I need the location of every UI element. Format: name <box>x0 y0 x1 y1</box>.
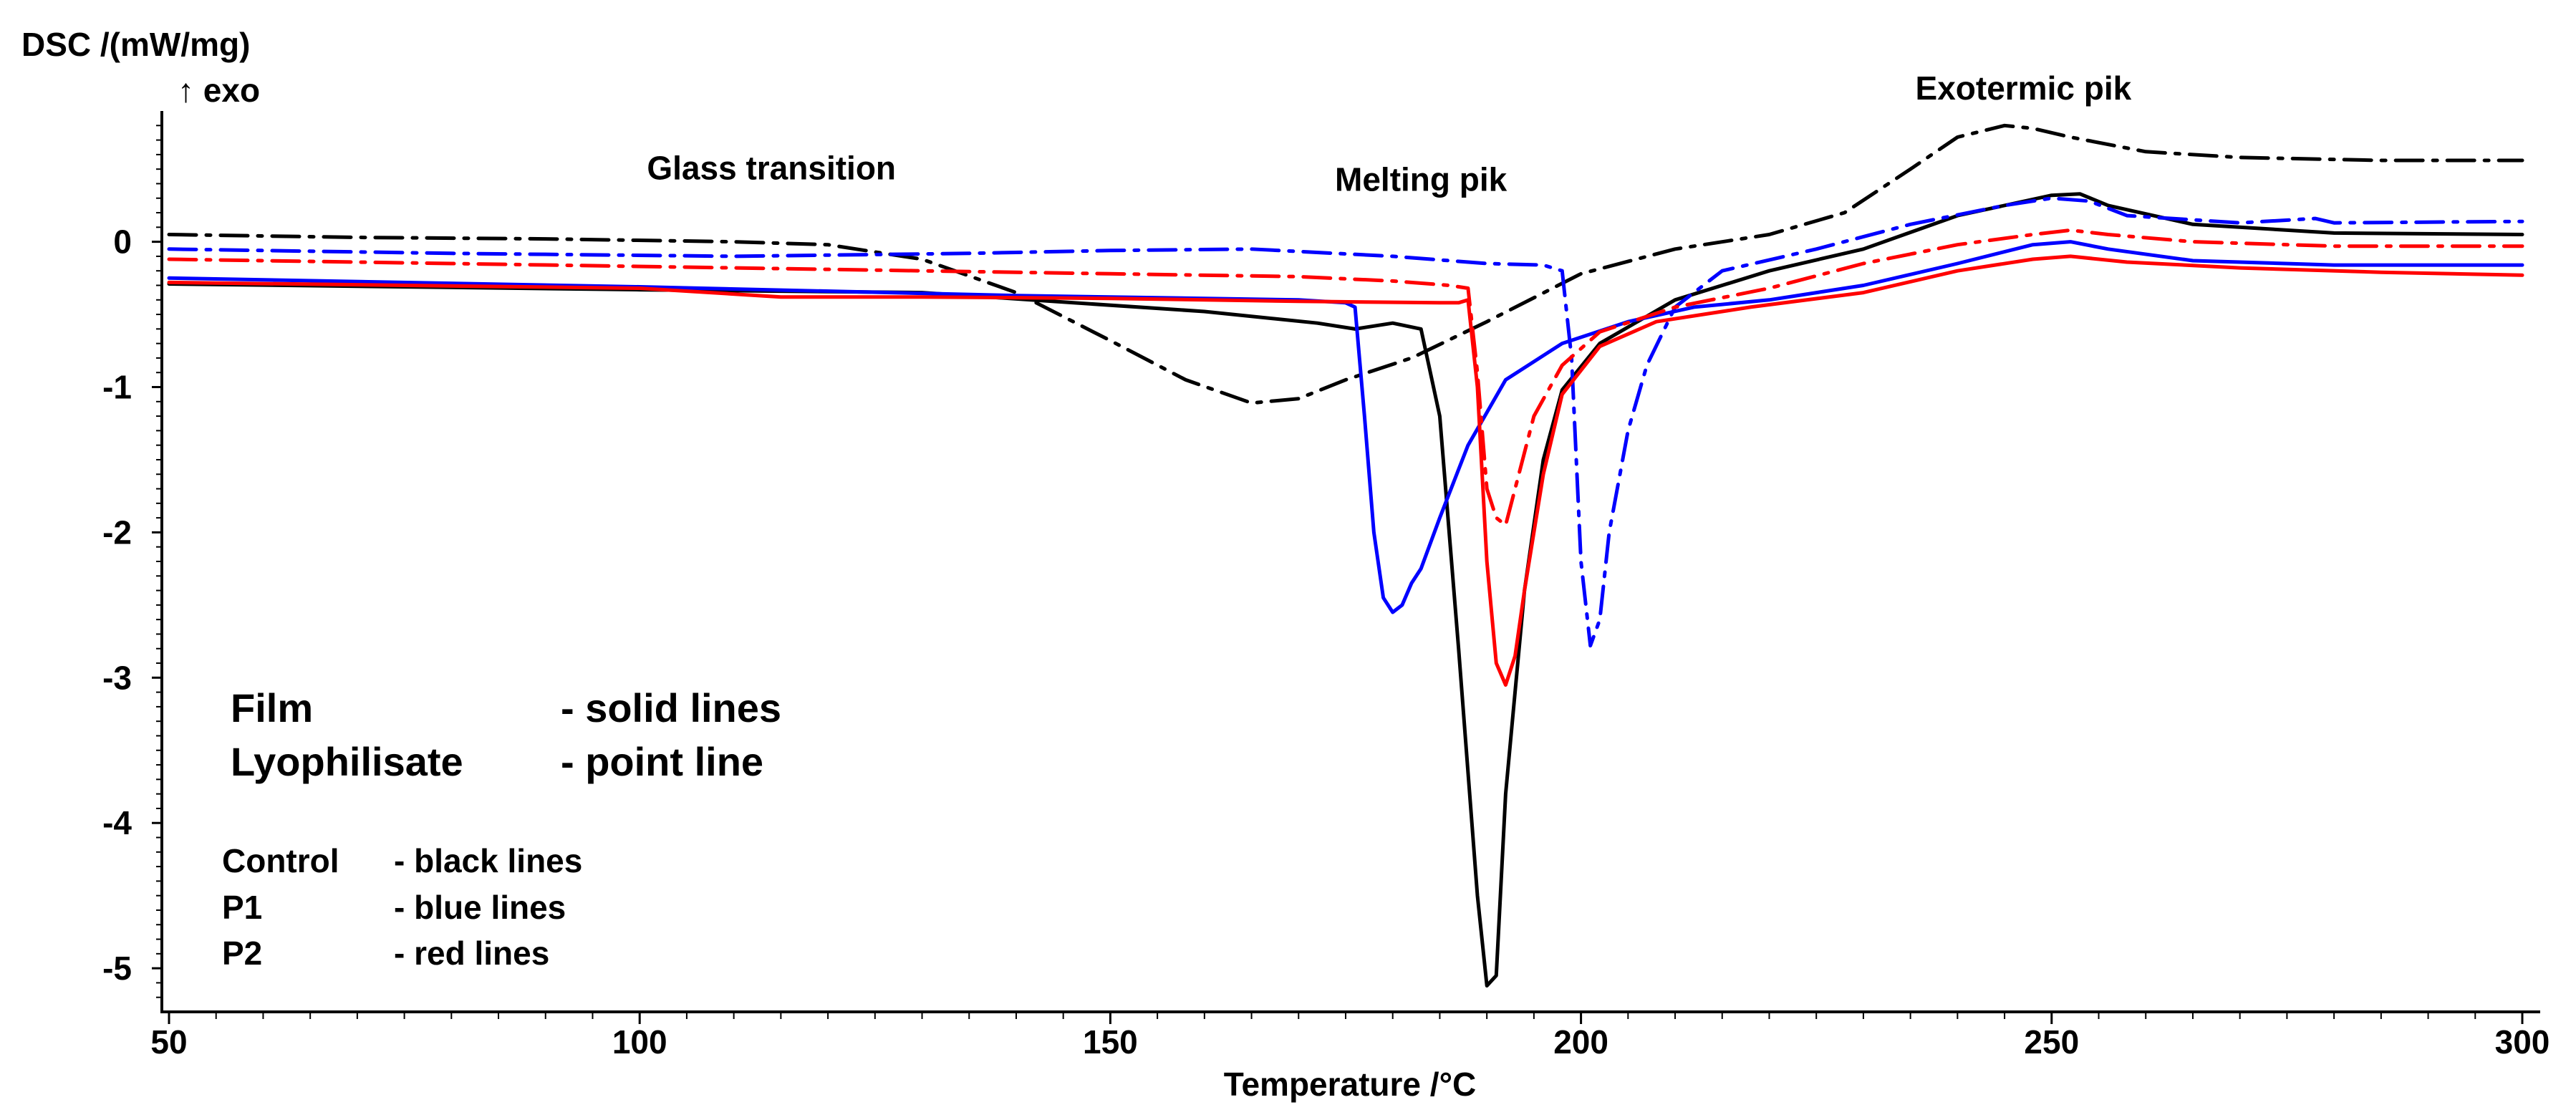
legend-control-desc: - black lines <box>394 842 582 879</box>
x-tick-label: 50 <box>150 1023 187 1061</box>
x-tick-label: 300 <box>2495 1023 2550 1061</box>
legend-lyo-desc: - point line <box>561 739 763 784</box>
legend-p1-desc: - blue lines <box>394 889 566 926</box>
y-tick-label: 0 <box>113 223 132 261</box>
y-tick-label: -1 <box>102 369 132 406</box>
y-axis-exo-label: ↑ exo <box>178 72 260 109</box>
x-tick-label: 250 <box>2024 1023 2079 1061</box>
annotation-exotermic-peak: Exotermic pik <box>1916 69 2132 107</box>
series-line-0 <box>167 192 2524 988</box>
series-line-3 <box>167 196 2524 648</box>
axis-ticks: 0 -1 -2 -3 -4 -5 50 100 150 200 250 300 <box>102 125 2550 1061</box>
legend-film-label: Film <box>231 685 313 730</box>
annotation-glass-transition: Glass transition <box>647 149 896 186</box>
legend-lyo-label: Lyophilisate <box>231 739 463 784</box>
legend-p2-label: P2 <box>222 935 262 972</box>
series-line-4 <box>167 254 2524 687</box>
series-line-2 <box>167 240 2524 614</box>
legend-p1-label: P1 <box>222 889 262 926</box>
y-tick-label: -2 <box>102 513 132 551</box>
x-tick-label: 100 <box>612 1023 667 1061</box>
legend-control-label: Control <box>222 842 339 879</box>
data-lines <box>167 123 2524 988</box>
x-tick-label: 200 <box>1553 1023 1608 1061</box>
legend-p2-desc: - red lines <box>394 935 549 972</box>
x-tick-label: 150 <box>1083 1023 1138 1061</box>
y-tick-label: -5 <box>102 950 132 987</box>
y-tick-label: -3 <box>102 659 132 696</box>
y-tick-label: -4 <box>102 804 132 841</box>
annotation-melting-peak: Melting pik <box>1335 161 1508 198</box>
legend: Film - solid lines Lyophilisate - point … <box>222 685 781 972</box>
y-axis-label: DSC /(mW/mg) <box>21 26 250 63</box>
x-axis-label: Temperature /°C <box>1224 1066 1476 1103</box>
series-line-5 <box>167 228 2524 527</box>
series-line-1 <box>167 123 2524 405</box>
legend-film-desc: - solid lines <box>561 685 781 730</box>
